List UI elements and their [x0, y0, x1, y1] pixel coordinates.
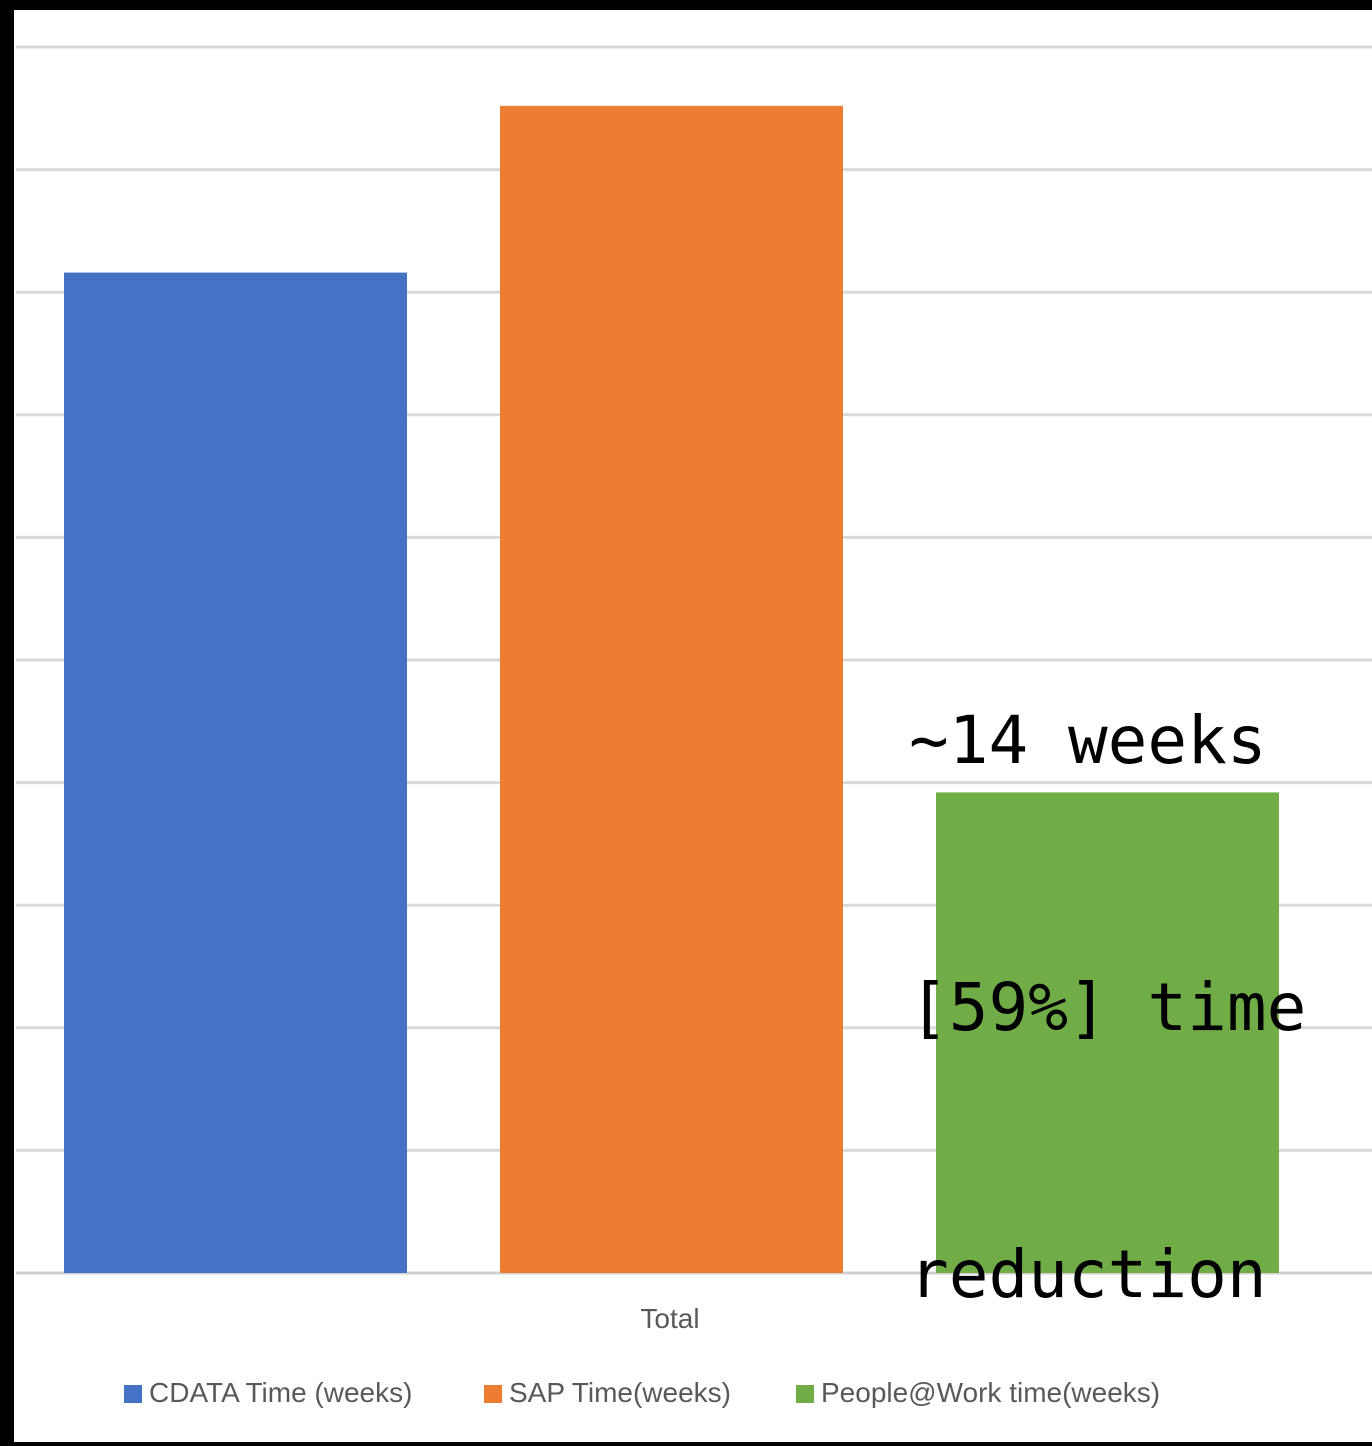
- legend-label: People@Work time(weeks): [821, 1377, 1160, 1408]
- legend-label: SAP Time(weeks): [509, 1377, 731, 1408]
- annotation-line: ~14 weeks: [909, 702, 1267, 779]
- bar: [64, 272, 407, 1274]
- annotation-line: [59%] time: [909, 969, 1307, 1046]
- legend-swatch: [796, 1385, 814, 1403]
- annotation-line: reduction: [909, 1236, 1267, 1313]
- bar: [936, 792, 1279, 1273]
- annotation: ~14 weeks [59%] time reduction: [909, 518, 1372, 1442]
- legend-swatch: [484, 1385, 502, 1403]
- chart-frame: Total CDATA Time (weeks) SAP Time(weeks) P…: [14, 10, 1372, 1442]
- category-labels: Total: [640, 1303, 699, 1334]
- legend: CDATA Time (weeks) SAP Time(weeks) People@…: [124, 1377, 1160, 1408]
- legend-label: CDATA Time (weeks): [149, 1377, 412, 1408]
- bar: [500, 105, 843, 1273]
- legend-swatch: [124, 1385, 142, 1403]
- bars: [64, 105, 1279, 1274]
- category-label: Total: [640, 1303, 699, 1334]
- bar-chart: Total CDATA Time (weeks) SAP Time(weeks) P…: [16, 45, 1372, 1408]
